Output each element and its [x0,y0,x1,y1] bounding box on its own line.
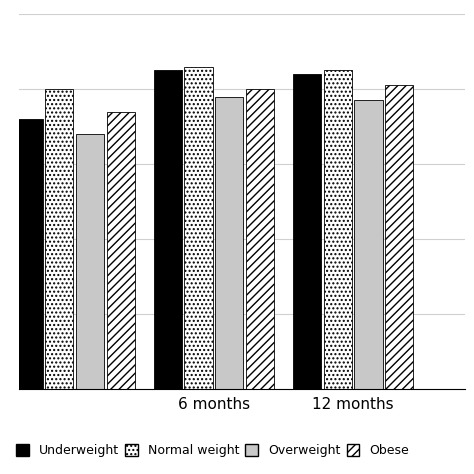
Legend: Underweight, Normal weight, Overweight, Obese: Underweight, Normal weight, Overweight, … [16,444,409,457]
Bar [215,97,243,389]
Bar [76,134,104,389]
Bar [385,85,413,389]
Bar [107,111,135,389]
Bar [355,100,383,389]
Bar [184,67,213,389]
Bar [154,71,182,389]
Bar [15,119,43,389]
Bar [324,71,352,389]
Bar [246,89,274,389]
Bar [293,74,321,389]
Bar [45,89,73,389]
